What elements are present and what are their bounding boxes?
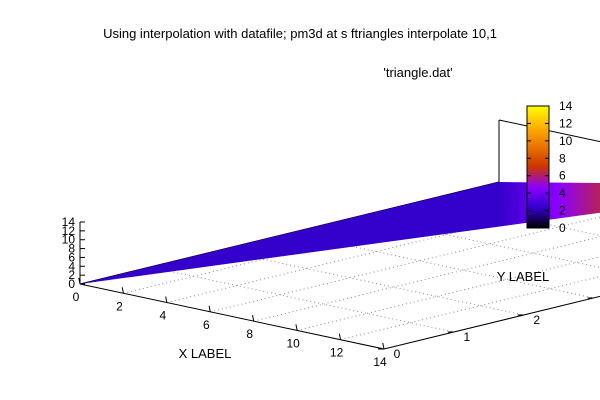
x-tick-label: 2 [116,299,123,313]
colorbar-tick-label: 2 [559,204,566,218]
x-tick-label: 4 [160,309,167,323]
colorbar-ticks: 0 2 4 6 8 10 12 14 [527,99,573,235]
y-tick-label: 2 [533,313,540,327]
z-tick-label: 2 [68,268,75,282]
x-tick-mark [338,333,342,340]
y-tick-label: 1 [463,330,470,344]
z-tick-label: 8 [68,242,75,256]
z-tick-label: 6 [68,250,75,264]
x-axis-ticks: 0 2 4 6 8 10 12 14 [73,277,387,369]
y-axis-ticks: 0123456 [378,297,594,361]
colorbar-tick-label: 6 [559,169,566,183]
y-tick-label: 0 [394,347,401,361]
x-tick-label: 12 [330,346,344,360]
colorbar-tick-label: 8 [559,151,566,165]
x-tick-mark [382,342,385,350]
colorbar-tick-label: 10 [559,134,573,148]
x-tick-mark [165,296,168,303]
z-tick-label: 12 [62,224,76,238]
surface-triangle [80,182,600,284]
grid-line-x [340,276,600,341]
x-tick-label: 8 [246,327,253,341]
colorbar-tick-label: 14 [559,99,573,113]
colorbar [526,105,550,229]
x-tick-mark [252,315,255,322]
back-top-edge [498,119,600,143]
grid-line-y [219,249,524,316]
colorbar-tick-label: 4 [559,186,566,200]
x-tick-label: 14 [373,355,387,369]
x-tick-label: 10 [286,336,300,350]
colorbar-tick-label: 12 [559,116,573,130]
x-tick-mark [295,324,298,331]
chart-title: Using interpolation with datafile; pm3d … [103,26,497,41]
y-axis-line [383,295,600,350]
z-tick-label: 14 [62,215,76,229]
z-tick-label: 4 [68,259,75,273]
z-tick-label: 10 [62,233,76,247]
x-axis-label: X LABEL [179,346,232,361]
legend-label: 'triangle.dat' [383,65,452,80]
colorbar-tick-label: 0 [559,221,566,235]
x-tick-mark [121,287,124,294]
x-tick-label: 0 [73,290,80,304]
z-tick-label: 0 [68,277,75,291]
x-tick-label: 6 [203,318,210,332]
y-axis-label: Y LABEL [497,269,550,284]
x-tick-mark [208,305,211,312]
x-tick-mark [78,277,81,285]
grid-line-y [149,266,454,333]
x-axis-line [79,283,385,350]
